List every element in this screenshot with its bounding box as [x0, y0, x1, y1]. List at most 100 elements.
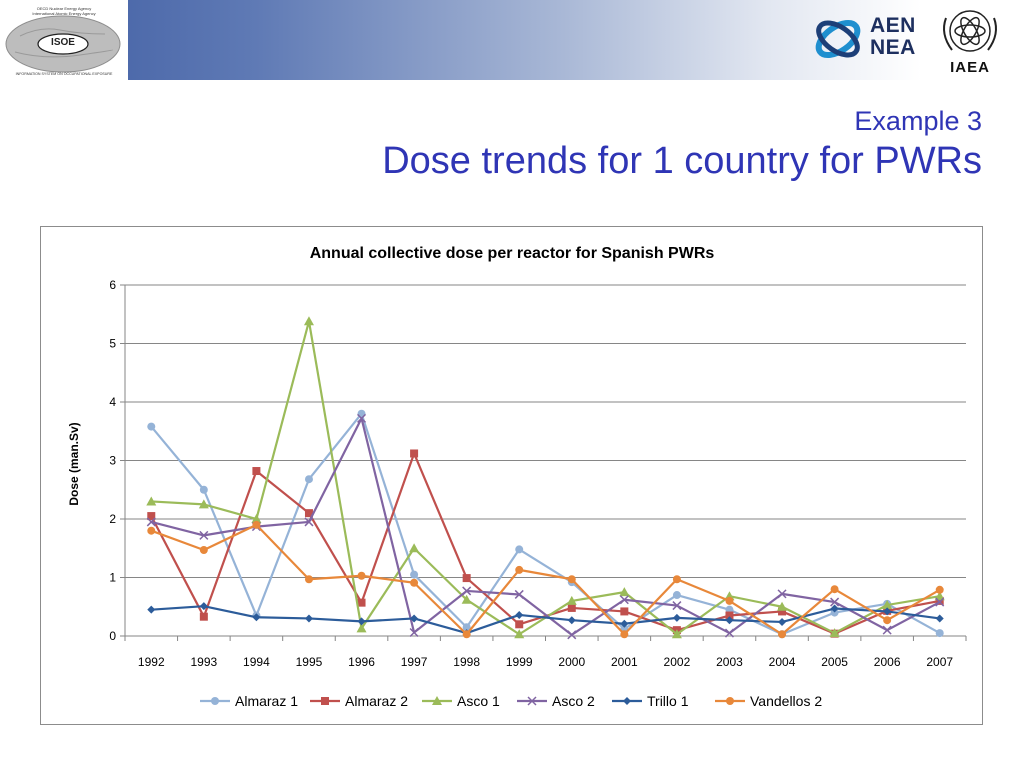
data-point — [199, 485, 208, 494]
data-point — [304, 509, 313, 518]
data-point — [304, 517, 314, 527]
data-point — [724, 628, 734, 638]
data-point — [672, 575, 681, 584]
data-point — [619, 595, 629, 605]
data-point-stroke — [514, 589, 524, 599]
data-point — [410, 578, 419, 587]
data-point-stroke — [199, 530, 209, 540]
x-tick-label: 1993 — [190, 655, 217, 669]
data-point — [935, 629, 944, 638]
data-point — [935, 614, 944, 623]
data-point — [357, 617, 366, 626]
data-point — [778, 617, 787, 626]
data-point-stroke — [527, 696, 537, 706]
slide-title: Example 3 Dose trends for 1 country for … — [382, 104, 982, 184]
atom-icon — [943, 10, 997, 52]
x-tick-label: 1998 — [453, 655, 480, 669]
y-tick-label: 2 — [109, 512, 116, 526]
data-point — [777, 601, 788, 611]
data-point — [883, 607, 892, 616]
data-point — [146, 517, 156, 527]
data-point — [251, 514, 262, 523]
x-tick-label: 1996 — [348, 655, 375, 669]
isoe-tagline-nea: OECD Nuclear Energy Agency — [36, 6, 92, 11]
data-point — [527, 696, 537, 706]
data-point — [462, 623, 471, 632]
data-point — [252, 613, 261, 622]
data-point — [725, 611, 734, 620]
globe-icon — [5, 15, 121, 73]
x-tick-label: 2003 — [716, 655, 743, 669]
data-point — [515, 610, 524, 619]
series-asco-2 — [146, 413, 945, 640]
isoe-name: ISOE — [51, 37, 75, 48]
legend-item: Vandellos 2 — [715, 693, 822, 709]
iaea-logo: IAEA — [938, 4, 1002, 80]
data-point — [462, 586, 472, 596]
x-tick-label: 1999 — [506, 655, 533, 669]
data-point — [303, 316, 314, 326]
data-point — [147, 605, 156, 614]
data-point-stroke — [882, 625, 892, 635]
data-point — [778, 607, 787, 616]
data-point — [147, 526, 156, 535]
data-point — [671, 629, 682, 639]
x-tick-label: 2007 — [926, 655, 953, 669]
data-point — [623, 697, 631, 705]
data-point — [410, 614, 419, 623]
data-point — [304, 475, 313, 484]
series-line — [151, 605, 940, 635]
data-point — [620, 619, 629, 628]
data-point-stroke — [830, 597, 840, 607]
data-point — [462, 574, 471, 583]
data-point — [199, 530, 209, 540]
data-point-stroke — [619, 595, 629, 605]
data-point — [830, 608, 839, 617]
data-point — [357, 571, 366, 580]
data-point — [146, 496, 157, 506]
data-point — [211, 697, 219, 705]
slide-title-line2: Dose trends for 1 country for PWRs — [382, 140, 982, 182]
data-point-stroke — [777, 589, 787, 599]
legend-item: Asco 1 — [422, 693, 500, 709]
data-point — [515, 565, 524, 574]
x-tick-label: 2005 — [821, 655, 848, 669]
data-point — [935, 585, 944, 594]
y-tick-label: 4 — [109, 395, 116, 409]
data-point — [567, 603, 576, 612]
y-tick-label: 1 — [109, 571, 116, 585]
data-point — [777, 589, 787, 599]
x-tick-label: 2006 — [874, 655, 901, 669]
data-point — [935, 597, 945, 607]
data-point — [935, 596, 944, 605]
data-point — [830, 604, 839, 613]
data-point-stroke — [724, 628, 734, 638]
data-point — [830, 597, 840, 607]
data-point — [882, 625, 892, 635]
data-point — [726, 697, 734, 705]
legend-label: Trillo 1 — [647, 693, 689, 709]
x-tick-label: 2002 — [664, 655, 691, 669]
data-point — [566, 595, 577, 605]
iaea-text: IAEA — [950, 59, 990, 76]
data-point — [725, 616, 734, 625]
data-point-stroke — [935, 597, 945, 607]
data-point — [409, 627, 419, 638]
data-point — [778, 630, 787, 639]
legend-item: Asco 2 — [517, 693, 595, 709]
y-tick-label: 3 — [109, 454, 116, 468]
legend-label: Asco 1 — [457, 693, 500, 709]
data-point — [672, 591, 681, 600]
data-point — [672, 613, 681, 622]
data-point — [672, 601, 682, 611]
data-point — [567, 616, 576, 625]
data-point — [934, 591, 945, 601]
data-point — [357, 413, 367, 423]
data-point — [461, 594, 472, 604]
data-point — [356, 623, 367, 633]
slide-title-line1: Example 3 — [854, 106, 982, 136]
nea-text: NEA — [870, 36, 916, 59]
data-point — [567, 575, 576, 584]
y-tick-label: 5 — [109, 337, 116, 351]
chart-title: Annual collective dose per reactor for S… — [310, 245, 715, 262]
